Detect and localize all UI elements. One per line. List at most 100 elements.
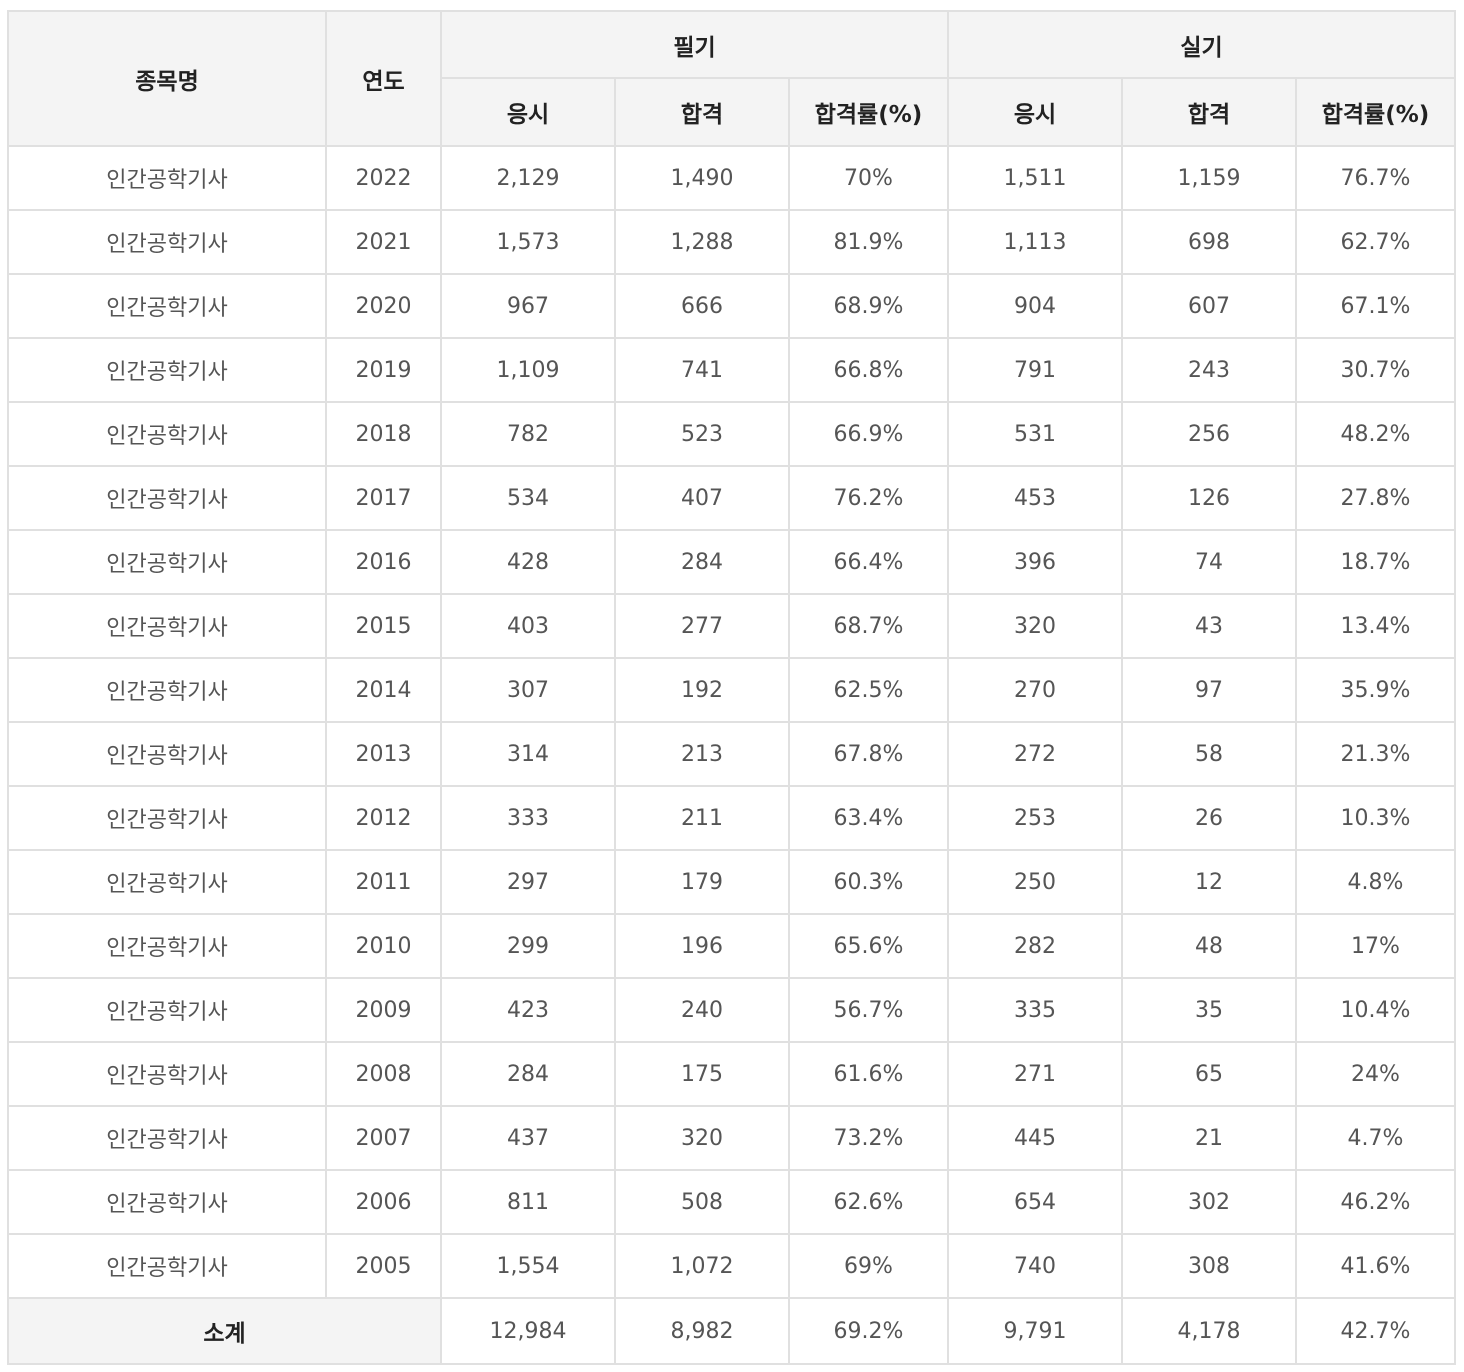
cell-practical-pass: 74 bbox=[1121, 529, 1297, 595]
cell-practical-pass: 308 bbox=[1121, 1233, 1297, 1299]
cell-practical-rate: 10.3% bbox=[1295, 785, 1456, 851]
cell-written-apply: 423 bbox=[440, 977, 616, 1043]
table-row: 인간공학기사 2014 307 192 62.5% 270 97 35.9% bbox=[7, 657, 1456, 723]
cell-written-apply: 1,109 bbox=[440, 337, 616, 403]
cell-written-rate: 66.9% bbox=[788, 401, 949, 467]
cell-written-pass: 175 bbox=[614, 1041, 790, 1107]
header-practical-rate: 합격률(%) bbox=[1295, 77, 1456, 147]
cell-year: 2022 bbox=[325, 145, 442, 211]
cell-written-pass: 523 bbox=[614, 401, 790, 467]
header-practical-apply: 응시 bbox=[947, 77, 1123, 147]
cell-year: 2019 bbox=[325, 337, 442, 403]
cell-written-pass: 320 bbox=[614, 1105, 790, 1171]
cell-name: 인간공학기사 bbox=[7, 401, 327, 467]
cell-written-apply: 299 bbox=[440, 913, 616, 979]
cell-written-apply: 811 bbox=[440, 1169, 616, 1235]
cell-written-pass: 407 bbox=[614, 465, 790, 531]
cell-written-rate: 81.9% bbox=[788, 209, 949, 275]
cell-written-apply: 297 bbox=[440, 849, 616, 915]
cell-written-pass: 213 bbox=[614, 721, 790, 787]
cell-written-rate: 66.8% bbox=[788, 337, 949, 403]
cell-practical-pass: 35 bbox=[1121, 977, 1297, 1043]
cell-written-rate: 56.7% bbox=[788, 977, 949, 1043]
cell-written-apply: 437 bbox=[440, 1105, 616, 1171]
cell-practical-rate: 30.7% bbox=[1295, 337, 1456, 403]
table-row: 인간공학기사 2005 1,554 1,072 69% 740 308 41.6% bbox=[7, 1233, 1456, 1299]
cell-written-pass: 284 bbox=[614, 529, 790, 595]
cell-practical-apply: 272 bbox=[947, 721, 1123, 787]
table-row: 인간공학기사 2020 967 666 68.9% 904 607 67.1% bbox=[7, 273, 1456, 339]
cell-written-pass: 277 bbox=[614, 593, 790, 659]
header-written-pass: 합격 bbox=[614, 77, 790, 147]
cell-name: 인간공학기사 bbox=[7, 1169, 327, 1235]
cell-practical-apply: 531 bbox=[947, 401, 1123, 467]
cell-written-rate: 69% bbox=[788, 1233, 949, 1299]
cell-written-pass: 1,490 bbox=[614, 145, 790, 211]
cell-written-apply: 534 bbox=[440, 465, 616, 531]
cell-written-rate: 68.9% bbox=[788, 273, 949, 339]
cell-written-apply: 1,573 bbox=[440, 209, 616, 275]
cell-year: 2008 bbox=[325, 1041, 442, 1107]
table-row: 인간공학기사 2013 314 213 67.8% 272 58 21.3% bbox=[7, 721, 1456, 787]
cell-practical-pass: 12 bbox=[1121, 849, 1297, 915]
pass-rate-table: 종목명 연도 필기 실기 응시 합격 합격률(%) 응시 합격 합격률(%) 인… bbox=[7, 10, 1456, 1365]
cell-year: 2018 bbox=[325, 401, 442, 467]
table-row: 인간공학기사 2022 2,129 1,490 70% 1,511 1,159 76.7% bbox=[7, 145, 1456, 211]
cell-practical-rate: 62.7% bbox=[1295, 209, 1456, 275]
cell-written-rate: 70% bbox=[788, 145, 949, 211]
cell-written-rate: 60.3% bbox=[788, 849, 949, 915]
table-row: 인간공학기사 2016 428 284 66.4% 396 74 18.7% bbox=[7, 529, 1456, 595]
cell-practical-rate: 21.3% bbox=[1295, 721, 1456, 787]
cell-practical-apply: 335 bbox=[947, 977, 1123, 1043]
cell-name: 인간공학기사 bbox=[7, 1233, 327, 1299]
cell-practical-pass: 126 bbox=[1121, 465, 1297, 531]
cell-practical-pass: 21 bbox=[1121, 1105, 1297, 1171]
cell-practical-pass: 243 bbox=[1121, 337, 1297, 403]
table-row: 인간공학기사 2012 333 211 63.4% 253 26 10.3% bbox=[7, 785, 1456, 851]
cell-written-pass: 508 bbox=[614, 1169, 790, 1235]
cell-practical-apply: 445 bbox=[947, 1105, 1123, 1171]
cell-practical-rate: 27.8% bbox=[1295, 465, 1456, 531]
cell-year: 2021 bbox=[325, 209, 442, 275]
cell-written-apply: 1,554 bbox=[440, 1233, 616, 1299]
cell-written-pass: 211 bbox=[614, 785, 790, 851]
cell-practical-apply: 1,113 bbox=[947, 209, 1123, 275]
cell-practical-pass: 26 bbox=[1121, 785, 1297, 851]
cell-practical-apply: 282 bbox=[947, 913, 1123, 979]
table-row: 인간공학기사 2015 403 277 68.7% 320 43 13.4% bbox=[7, 593, 1456, 659]
cell-practical-apply: 904 bbox=[947, 273, 1123, 339]
cell-written-apply: 314 bbox=[440, 721, 616, 787]
table-row: 인간공학기사 2011 297 179 60.3% 250 12 4.8% bbox=[7, 849, 1456, 915]
cell-practical-apply: 253 bbox=[947, 785, 1123, 851]
cell-year: 2020 bbox=[325, 273, 442, 339]
cell-practical-pass: 43 bbox=[1121, 593, 1297, 659]
cell-practical-apply: 654 bbox=[947, 1169, 1123, 1235]
cell-practical-pass: 58 bbox=[1121, 721, 1297, 787]
cell-name: 인간공학기사 bbox=[7, 1105, 327, 1171]
cell-written-apply: 333 bbox=[440, 785, 616, 851]
cell-practical-rate: 48.2% bbox=[1295, 401, 1456, 467]
cell-written-rate: 76.2% bbox=[788, 465, 949, 531]
cell-written-apply: 2,129 bbox=[440, 145, 616, 211]
cell-name: 인간공학기사 bbox=[7, 785, 327, 851]
header-written-group: 필기 bbox=[440, 10, 949, 79]
cell-practical-apply: 250 bbox=[947, 849, 1123, 915]
cell-name: 인간공학기사 bbox=[7, 273, 327, 339]
cell-written-apply: 403 bbox=[440, 593, 616, 659]
cell-practical-rate: 46.2% bbox=[1295, 1169, 1456, 1235]
cell-written-rate: 68.7% bbox=[788, 593, 949, 659]
cell-year: 2015 bbox=[325, 593, 442, 659]
cell-written-rate: 63.4% bbox=[788, 785, 949, 851]
header-practical-pass: 합격 bbox=[1121, 77, 1297, 147]
table-row: 인간공학기사 2009 423 240 56.7% 335 35 10.4% bbox=[7, 977, 1456, 1043]
cell-year: 2006 bbox=[325, 1169, 442, 1235]
cell-year: 2017 bbox=[325, 465, 442, 531]
cell-written-pass: 1,072 bbox=[614, 1233, 790, 1299]
cell-written-pass: 192 bbox=[614, 657, 790, 723]
cell-name: 인간공학기사 bbox=[7, 145, 327, 211]
cell-practical-rate: 76.7% bbox=[1295, 145, 1456, 211]
cell-written-pass: 1,288 bbox=[614, 209, 790, 275]
cell-practical-rate: 24% bbox=[1295, 1041, 1456, 1107]
table-row: 인간공학기사 2019 1,109 741 66.8% 791 243 30.7% bbox=[7, 337, 1456, 403]
cell-year: 2007 bbox=[325, 1105, 442, 1171]
